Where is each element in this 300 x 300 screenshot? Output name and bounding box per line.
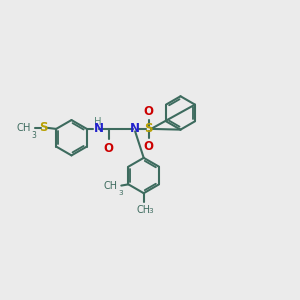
Text: N: N <box>130 122 140 135</box>
Text: O: O <box>104 142 114 155</box>
Text: CH: CH <box>137 205 151 215</box>
Text: N: N <box>94 122 104 135</box>
Text: O: O <box>144 105 154 118</box>
Text: 3: 3 <box>148 208 153 214</box>
Text: S: S <box>39 121 48 134</box>
Text: CH: CH <box>16 123 31 133</box>
Text: S: S <box>144 122 153 135</box>
Text: H: H <box>94 117 101 127</box>
Text: CH: CH <box>103 181 117 191</box>
Text: 3: 3 <box>31 130 36 140</box>
Text: O: O <box>144 140 154 153</box>
Text: 3: 3 <box>118 190 123 196</box>
